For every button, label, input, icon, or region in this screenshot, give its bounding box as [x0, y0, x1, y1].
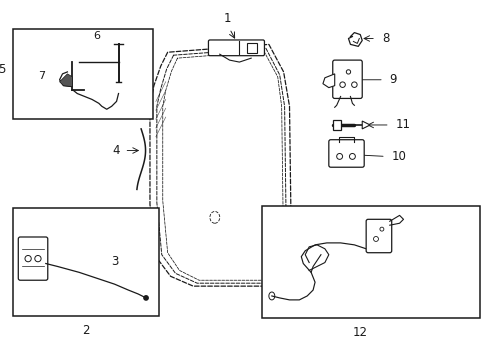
Text: 12: 12	[352, 327, 367, 339]
Bar	[332, 120, 340, 130]
FancyBboxPatch shape	[332, 60, 362, 98]
Text: 2: 2	[82, 324, 90, 337]
FancyBboxPatch shape	[366, 219, 391, 253]
Text: 6: 6	[93, 31, 100, 41]
Text: 7: 7	[38, 71, 45, 81]
FancyBboxPatch shape	[208, 40, 264, 56]
Polygon shape	[362, 121, 369, 129]
FancyBboxPatch shape	[18, 237, 48, 280]
Text: 5: 5	[0, 63, 5, 76]
Polygon shape	[60, 74, 72, 87]
FancyBboxPatch shape	[328, 140, 364, 167]
Bar	[13, 29, 153, 119]
Text: 8: 8	[381, 32, 388, 45]
Bar	[262, 206, 479, 318]
Text: 1: 1	[224, 12, 231, 25]
Circle shape	[143, 296, 148, 300]
Text: 11: 11	[395, 118, 410, 131]
Polygon shape	[322, 74, 334, 87]
Text: 4: 4	[113, 144, 120, 157]
Polygon shape	[348, 33, 362, 46]
Text: 9: 9	[389, 73, 396, 86]
Bar	[247, 44, 257, 53]
Bar	[13, 207, 159, 316]
Text: 10: 10	[391, 150, 406, 163]
Text: 3: 3	[111, 255, 118, 268]
